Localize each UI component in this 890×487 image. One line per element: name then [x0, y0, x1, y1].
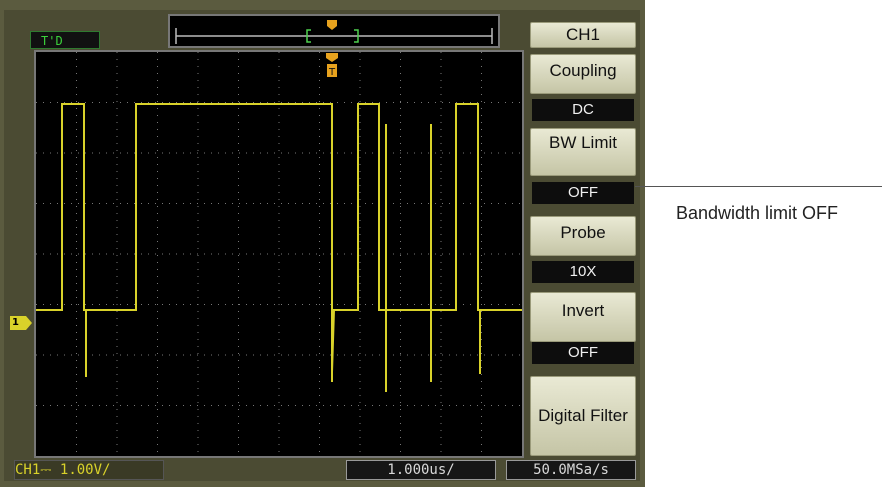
svg-text:T: T: [328, 67, 336, 78]
ch1-scale-text: CH1⎓ 1.00V/: [15, 462, 111, 478]
memory-timebar: [168, 14, 500, 48]
callout-leader-line: [635, 186, 882, 187]
invert-label: Invert: [561, 301, 605, 320]
timebase-readout: 1.000us/: [346, 460, 496, 480]
ch1-ground-marker-icon: [10, 316, 32, 330]
waveform-grid: [36, 52, 522, 456]
probe-label: Probe: [560, 223, 606, 242]
bw-limit-button[interactable]: BW Limit: [530, 128, 636, 176]
sample-rate-text: 50.0MSa/s: [533, 462, 609, 478]
probe-value: 10X: [532, 261, 634, 283]
timebar-graphic: [175, 20, 493, 44]
ch1-scale-readout: CH1⎓ 1.00V/: [14, 460, 164, 480]
bw-limit-value: OFF: [532, 182, 634, 204]
ch1-marker-label: 1: [12, 317, 19, 328]
timebase-text: 1.000us/: [387, 462, 455, 478]
waveform-screen[interactable]: [34, 50, 524, 458]
trigger-status-label: T'D: [30, 31, 100, 49]
digital-filter-label: Digital Filter: [538, 406, 628, 425]
oscilloscope-display: T'D T 1 CH1 Coupling DC BW Limit OFF P: [0, 0, 645, 487]
invert-button[interactable]: Invert: [530, 292, 636, 342]
digital-filter-button[interactable]: Digital Filter: [530, 376, 636, 456]
ch1-trace: [36, 103, 522, 392]
bw-limit-label: BW Limit: [549, 133, 617, 152]
graticule: [36, 52, 522, 456]
coupling-label: Coupling: [549, 61, 617, 80]
menu-title-ch1: CH1: [530, 22, 636, 48]
coupling-value: DC: [532, 99, 634, 121]
invert-value: OFF: [532, 342, 634, 364]
trigger-position-icon: T: [326, 53, 338, 78]
coupling-button[interactable]: Coupling: [530, 54, 636, 94]
probe-button[interactable]: Probe: [530, 216, 636, 256]
sample-rate-readout: 50.0MSa/s: [506, 460, 636, 480]
callout-annotation: Bandwidth limit OFF: [676, 203, 839, 223]
